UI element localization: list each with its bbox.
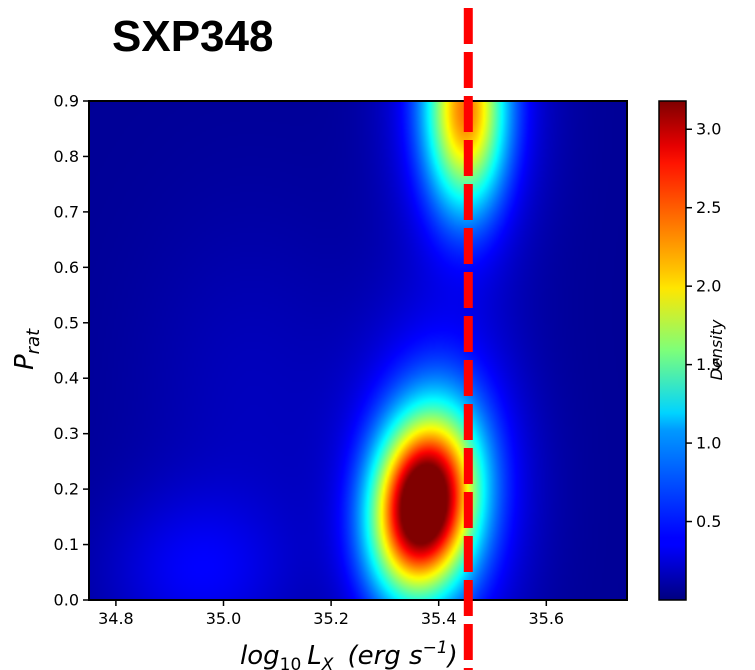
x-label-log: log (240, 641, 280, 670)
x-tick-label: 35.0 (206, 609, 242, 628)
y-tick-label: 0.5 (54, 313, 79, 332)
x-label-log-subscript: 10 (280, 655, 302, 670)
y-tick-label: 0.2 (54, 480, 79, 499)
x-tick-label: 35.6 (528, 609, 564, 628)
y-tick-label: 0.8 (54, 147, 79, 166)
colorbar-tick-label: 0.5 (696, 512, 721, 531)
x-label-unit-close: ) (446, 641, 458, 670)
y-axis-label: Prat (10, 328, 44, 370)
colorbar-tick-label: 1.0 (696, 434, 721, 453)
y-tick-label: 0.6 (54, 258, 79, 277)
plot-frame (88, 100, 628, 601)
x-tick-label: 34.8 (98, 609, 134, 628)
y-axis: 0.0 0.1 0.2 0.3 0.4 0.5 0.6 0.7 0.8 0.9 (54, 92, 89, 610)
x-tick-label: 35.4 (421, 609, 457, 628)
colorbar-label: Density (707, 319, 726, 380)
colorbar-tick-label: 2.0 (696, 277, 721, 296)
colorbar-tick-label: 3.0 (696, 120, 721, 139)
y-label-var: P (10, 354, 40, 370)
colorbar (658, 100, 687, 601)
y-label-subscript: rat (23, 328, 44, 354)
x-tick-label: 35.2 (313, 609, 349, 628)
y-tick-label: 0.3 (54, 424, 79, 443)
colorbar-tick-label: 2.5 (696, 198, 721, 217)
y-tick-label: 0.9 (54, 92, 79, 111)
x-label-unit: (erg s (347, 641, 422, 670)
y-tick-label: 0.4 (54, 369, 79, 388)
y-tick-label: 0.0 (54, 591, 79, 610)
x-axis: 34.8 35.0 35.2 35.4 35.6 (98, 600, 564, 628)
colorbar-tick-label: 1.5 (696, 355, 721, 374)
y-tick-label: 0.1 (54, 535, 79, 554)
x-label-var-subscript: X (321, 655, 334, 670)
x-axis-label: log10 LX (erg s−1) (240, 638, 458, 670)
density-heatmap (89, 101, 627, 600)
x-label-var: L (307, 641, 322, 670)
x-label-unit-superscript: −1 (423, 638, 448, 658)
chart-title: SXP348 (112, 12, 273, 61)
colorbar-ticks: 0.5 1.0 1.5 2.0 2.5 3.0 (686, 120, 721, 531)
y-tick-label: 0.7 (54, 202, 79, 221)
